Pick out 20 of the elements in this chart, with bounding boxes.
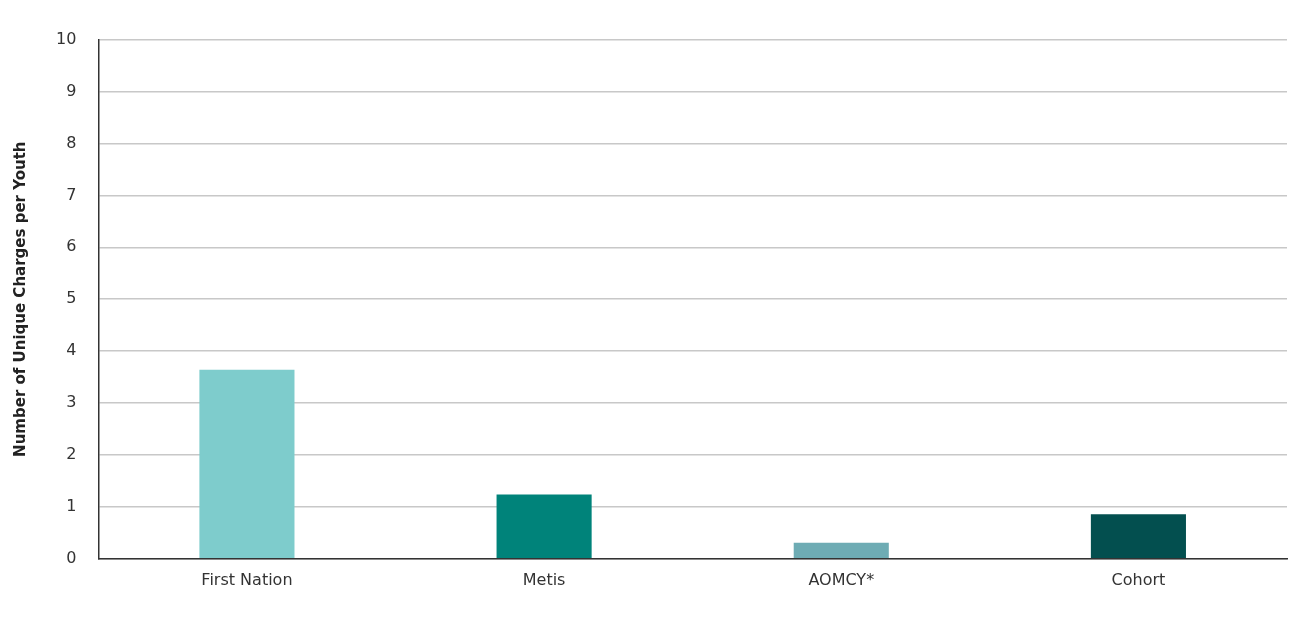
y-axis-title: Number of Unique Charges per Youth [10,141,29,457]
y-tick-label: 1 [66,496,77,516]
y-tick-label: 9 [66,80,77,100]
bar [496,494,592,559]
y-tick-label: 8 [66,132,77,152]
x-tick-label: Metis [522,569,566,589]
x-tick-label: First Nation [201,569,293,589]
bar [199,369,295,559]
y-tick-label: 7 [66,184,77,204]
y-tick-label: 3 [66,392,77,412]
y-tick-label: 2 [66,444,77,464]
x-tick-label: AOMCY* [808,569,875,589]
y-tick-label: 6 [66,236,77,256]
y-tick-label: 0 [66,547,77,567]
y-tick-label: 10 [56,28,77,48]
y-tick-label: 5 [66,288,77,308]
y-tick-label: 4 [66,340,77,360]
x-tick-label: Cohort [1111,569,1166,589]
bar [793,542,889,559]
bar [1090,514,1186,559]
